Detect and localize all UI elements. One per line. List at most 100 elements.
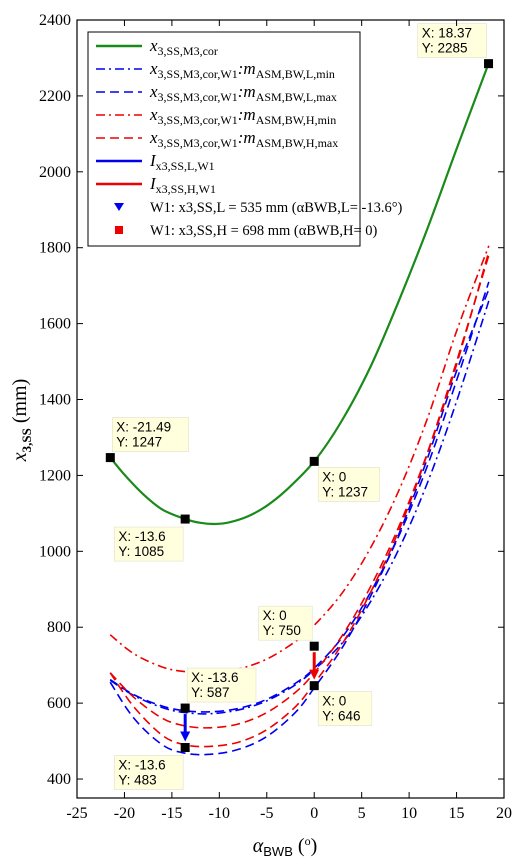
x-tick-label-0: -25 [66, 805, 87, 822]
legend-label: x3,SS,M3,cor,W1:mASM,BW,H,max [149, 128, 338, 150]
data-tip-box [417, 23, 487, 58]
data-tip-x-label: X: -21.49 [116, 420, 171, 435]
legend-label: Ix3,SS,H,W1 [149, 174, 216, 196]
plot-frame [76, 19, 505, 799]
data-tip-1: X: -13.6Y: 1085 [114, 526, 184, 562]
x-tick-label-4: -5 [260, 805, 273, 822]
legend-item-3: x3,SS,M3,cor,W1:mASM,BW,H,min [96, 105, 336, 127]
legend-box [87, 31, 361, 247]
axes: -25 -20 -15 -10 -5 0 5 10 15 20 400 600 800 1000 1200 1… [9, 12, 512, 859]
data-tip-box [317, 467, 380, 502]
y-tick-label-6: 1600 [39, 316, 71, 333]
data-tip-5: X: -13.6Y: 587 [186, 667, 257, 703]
legend-triangle-marker [114, 203, 124, 211]
legend-label: W1: x3,SS,H = 698 mm (αBWB,H= 0) [150, 223, 378, 239]
x-tick-label-1: -20 [114, 805, 135, 822]
data-tip-x-label: X: 0 [322, 694, 346, 709]
data-marker-5 [180, 703, 190, 713]
y-tick-label-2: 800 [47, 619, 71, 636]
data-marker-1 [180, 514, 190, 524]
x-tick-label-9: 20 [496, 805, 512, 822]
x-tick-label-5: 0 [310, 805, 318, 822]
data-tip-x-label: X: -13.6 [118, 758, 165, 773]
data-tip-7: X: -13.6Y: 483 [114, 755, 184, 790]
interval-arrows [180, 652, 320, 742]
legend-item-5: Ix3,SS,L,W1 [96, 151, 215, 173]
legend-item-4: x3,SS,M3,cor,W1:mASM,BW,H,max [96, 128, 338, 150]
x-tick-label-2: -15 [161, 805, 182, 822]
series-line-3 [109, 245, 490, 674]
data-tip-y-label: Y: 1247 [116, 435, 162, 450]
series-line-6 [109, 251, 490, 748]
y-tick-label-4: 1200 [39, 467, 71, 484]
x-axis-title: αBWB (o) [253, 834, 317, 859]
data-tip-box [186, 667, 257, 703]
data-tip-3: X: 18.37Y: 2285 [417, 23, 487, 58]
data-tip-y-label: Y: 587 [191, 685, 229, 700]
legend-label: x3,SS,M3,cor,W1:mASM,BW,L,min [149, 59, 335, 81]
data-tip-box [114, 526, 184, 562]
data-marker-3 [484, 59, 494, 69]
series-line-1 [109, 300, 490, 715]
data-tip-box [112, 417, 190, 452]
data-tip-4: X: 0Y: 750 [258, 605, 313, 641]
x-tick-label-6: 5 [358, 805, 366, 822]
data-tip-box [114, 755, 184, 790]
data-tip-x-label: X: -13.6 [191, 670, 238, 685]
legend-label: W1: x3,SS,L = 535 mm (αBWB,L= -13.6°) [150, 200, 403, 216]
series-line-4 [109, 255, 490, 729]
x-tick-label-3: -10 [209, 805, 230, 822]
series-lines [109, 63, 490, 756]
y-tick-label-1: 600 [47, 695, 71, 712]
series-line-2 [109, 281, 490, 713]
data-tip-0: X: -21.49Y: 1247 [112, 417, 190, 452]
data-tip-box [317, 691, 373, 726]
data-marker-0 [105, 453, 115, 463]
legend-square-marker [115, 226, 123, 234]
legend-label: x3,SS,M3,cor,W1:mASM,BW,L,max [149, 82, 337, 104]
y-tick-label-7: 1800 [39, 240, 71, 257]
x-tick-label-8: 15 [449, 805, 465, 822]
x-tick-label-7: 10 [401, 805, 417, 822]
data-marker-4 [309, 641, 319, 651]
data-tip-y-label: Y: 1237 [322, 484, 368, 499]
data-tip-y-label: Y: 1085 [118, 544, 164, 559]
y-tick-label-3: 1000 [39, 543, 71, 560]
data-tip-2: X: 0Y: 1237 [317, 467, 380, 502]
legend-item-0: x3,SS,M3,cor [96, 36, 218, 58]
data-tip-box [258, 605, 313, 641]
data-tip-6: X: 0Y: 646 [317, 691, 373, 726]
legend-item-6: Ix3,SS,H,W1 [96, 174, 216, 196]
legend: x3,SS,M3,corx3,SS,M3,cor,W1:mASM,BW,L,mi… [87, 31, 403, 247]
y-axis-title: x3,SS (mm) [9, 379, 34, 463]
legend-item-2: x3,SS,M3,cor,W1:mASM,BW,L,max [96, 82, 337, 104]
y-tick-label-10: 2400 [39, 12, 71, 29]
data-marker-2 [309, 456, 319, 466]
data-tip-x-label: X: 0 [322, 469, 346, 484]
data-markers [105, 59, 494, 753]
series-line-5 [109, 289, 490, 756]
y-tick-label-0: 400 [47, 771, 71, 788]
legend-label: x3,SS,M3,cor,W1:mASM,BW,H,min [149, 105, 336, 127]
data-tip-x-label: X: 0 [263, 608, 287, 623]
legend-label: x3,SS,M3,cor [149, 36, 218, 58]
data-tip-y-label: Y: 2285 [422, 41, 468, 56]
y-tick-label-5: 1400 [39, 392, 71, 409]
data-tip-y-label: Y: 483 [118, 773, 156, 788]
arrow-head-0 [180, 731, 191, 742]
series-line-0 [109, 63, 490, 526]
data-marker-7 [180, 743, 190, 753]
legend-item-1: x3,SS,M3,cor,W1:mASM,BW,L,min [96, 59, 335, 81]
legend-item-8: W1: x3,SS,H = 698 mm (αBWB,H= 0) [115, 223, 378, 239]
data-tip-y-label: Y: 646 [322, 709, 360, 724]
arrow-head-1 [309, 669, 320, 680]
legend-item-7: W1: x3,SS,L = 535 mm (αBWB,L= -13.6°) [114, 200, 403, 216]
y-tick-label-9: 2200 [39, 88, 71, 105]
data-tip-y-label: Y: 750 [263, 623, 301, 638]
y-tick-label-8: 2000 [39, 164, 71, 181]
data-marker-6 [309, 681, 319, 691]
legend-label: Ix3,SS,L,W1 [149, 151, 215, 173]
data-tip-x-label: X: -13.6 [118, 529, 165, 544]
